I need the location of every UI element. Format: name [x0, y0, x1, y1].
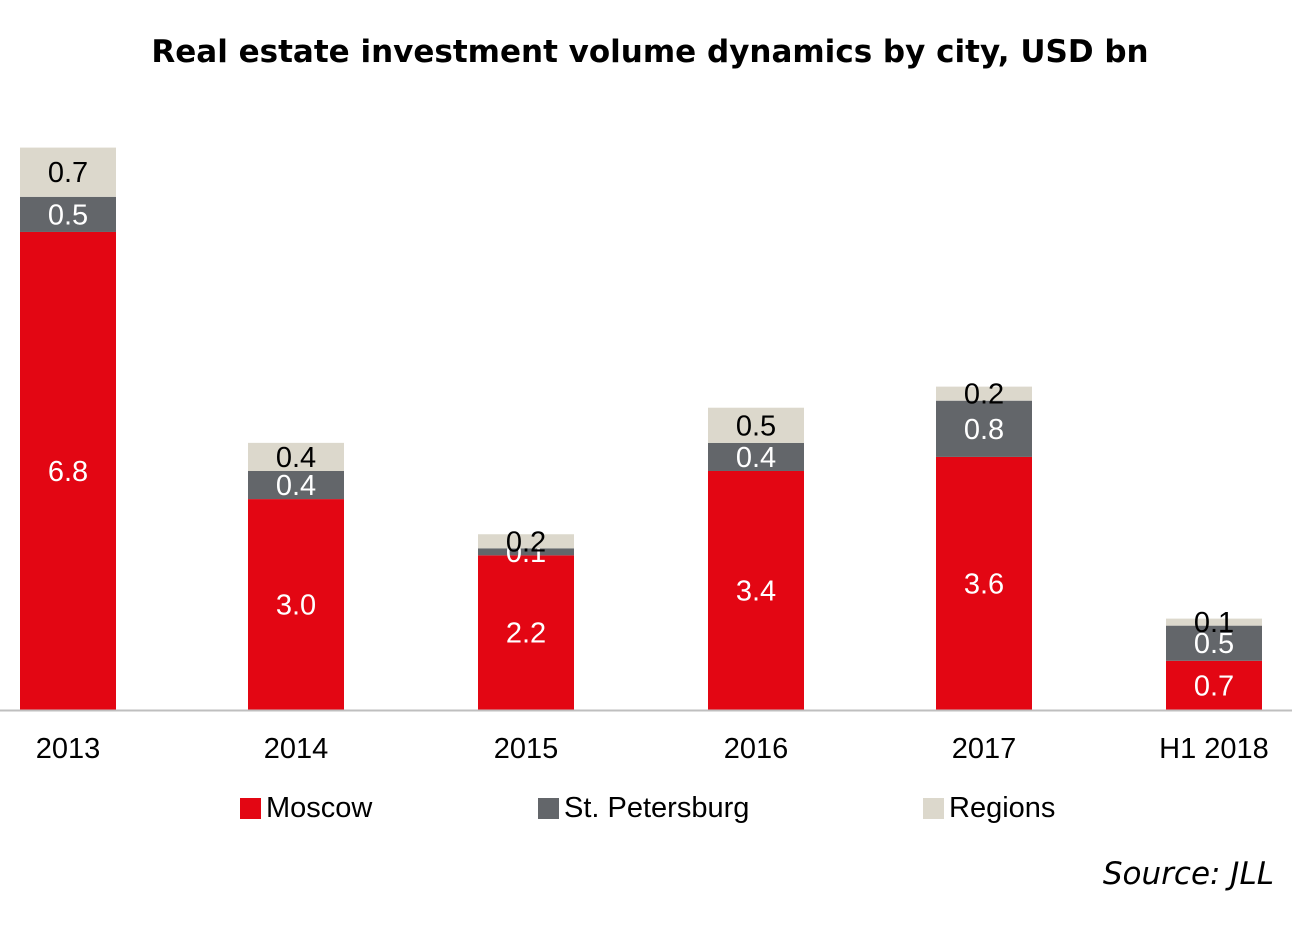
source-note: Source: JLL [1102, 856, 1274, 892]
data-label-regions-2015: 0.2 [506, 526, 546, 558]
chart-title: Real estate investment volume dynamics b… [151, 34, 1149, 70]
bar-regions-2015 [478, 534, 574, 549]
data-label-st-petersburg-h1-2018: 0.5 [1194, 628, 1234, 660]
legend-label-moscow: Moscow [266, 792, 373, 824]
legend-item-regions: Regions [923, 792, 1055, 825]
bar-regions-h1-2018 [1166, 618, 1262, 626]
legend-item-moscow: Moscow [240, 792, 372, 825]
stacked-bar-chart: 6.80.50.720133.00.40.420142.20.10.220153… [0, 147, 1292, 765]
bar-st-petersburg-h1-2018 [1166, 625, 1262, 661]
bar-regions-2016 [708, 407, 804, 443]
bar-st-petersburg-2016 [708, 442, 804, 471]
x-tick-label-2017: 2017 [952, 733, 1017, 765]
bar-st-petersburg-2017 [936, 400, 1032, 457]
data-label-st-petersburg-2014: 0.4 [276, 470, 316, 502]
x-tick-label-2013: 2013 [36, 733, 101, 765]
x-tick-label-2016: 2016 [724, 733, 789, 765]
x-tick-label-h1-2018: H1 2018 [1159, 733, 1269, 765]
data-label-regions-2014: 0.4 [276, 442, 316, 474]
data-label-moscow-2014: 3.0 [276, 590, 316, 622]
x-tick-label-2015: 2015 [494, 733, 559, 765]
bar-regions-2017 [936, 386, 1032, 401]
legend-swatch-st-petersburg [538, 798, 559, 819]
bar-st-petersburg-2015 [478, 548, 574, 556]
bar-moscow-2015 [478, 555, 574, 710]
bar-moscow-2013 [20, 231, 116, 710]
data-label-st-petersburg-2013: 0.5 [48, 199, 88, 231]
bar-moscow-2016 [708, 470, 804, 710]
legend-item-st-petersburg: St. Petersburg [538, 792, 749, 825]
data-label-st-petersburg-2016: 0.4 [736, 442, 776, 474]
bar-moscow-h1-2018 [1166, 660, 1262, 710]
data-label-regions-2013: 0.7 [48, 157, 88, 189]
data-label-st-petersburg-2017: 0.8 [964, 414, 1004, 446]
bar-st-petersburg-2014 [248, 470, 344, 500]
bar-moscow-2017 [936, 456, 1032, 710]
legend-label-st-petersburg: St. Petersburg [564, 792, 750, 824]
data-label-moscow-h1-2018: 0.7 [1194, 670, 1234, 702]
data-label-moscow-2017: 3.6 [964, 568, 1004, 600]
data-label-moscow-2015: 2.2 [506, 618, 546, 650]
x-tick-label-2014: 2014 [264, 733, 329, 765]
data-label-moscow-2013: 6.8 [48, 456, 88, 488]
data-label-regions-h1-2018: 0.1 [1194, 607, 1234, 639]
bar-st-petersburg-2013 [20, 196, 116, 232]
legend-swatch-moscow [240, 798, 261, 819]
bar-regions-2013 [20, 147, 116, 197]
legend-swatch-regions [923, 798, 944, 819]
bar-moscow-2014 [248, 499, 344, 710]
data-label-regions-2017: 0.2 [964, 379, 1004, 411]
bar-regions-2014 [248, 442, 344, 471]
legend-label-regions: Regions [949, 792, 1056, 824]
legend: Moscow St. Petersburg Regions [0, 792, 1292, 828]
data-label-regions-2016: 0.5 [736, 410, 776, 442]
data-label-moscow-2016: 3.4 [736, 575, 776, 607]
